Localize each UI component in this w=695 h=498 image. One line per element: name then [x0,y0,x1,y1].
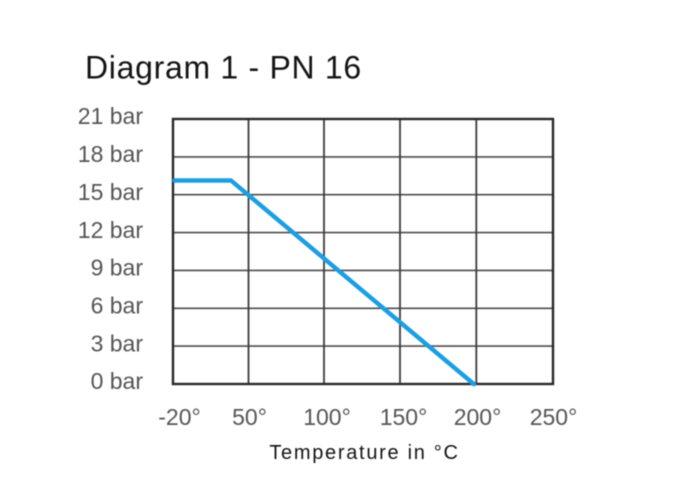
svg-text:Temperature in °C: Temperature in °C [269,442,459,464]
svg-text:250°: 250° [530,404,578,430]
svg-text:21 bar: 21 bar [78,103,144,129]
svg-text:15 bar: 15 bar [78,179,144,205]
svg-text:9 bar: 9 bar [91,255,144,281]
svg-text:100°: 100° [303,404,351,430]
svg-text:18 bar: 18 bar [78,141,144,167]
svg-text:Diagram 1 - PN 16: Diagram 1 - PN 16 [85,50,362,86]
svg-text:200°: 200° [454,404,502,430]
svg-text:3 bar: 3 bar [91,330,144,356]
svg-text:150°: 150° [380,404,428,430]
svg-text:12 bar: 12 bar [78,217,144,243]
svg-text:50°: 50° [232,404,267,430]
svg-text:-20°: -20° [158,404,200,430]
svg-text:6 bar: 6 bar [91,293,144,319]
svg-text:0 bar: 0 bar [91,368,144,394]
